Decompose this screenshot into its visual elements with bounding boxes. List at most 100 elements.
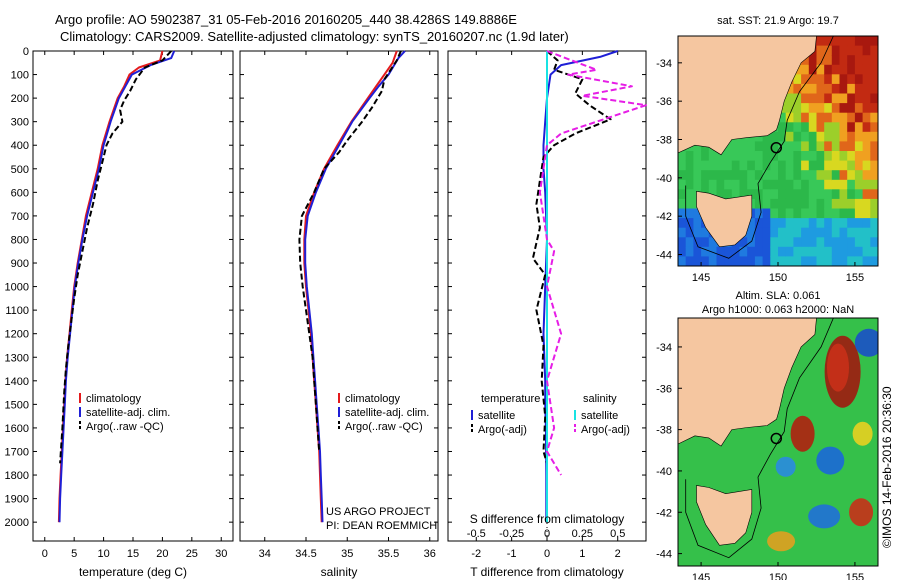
sst-cell bbox=[724, 141, 733, 152]
sla-low-eddy bbox=[854, 328, 878, 357]
sst-cell bbox=[693, 246, 702, 257]
sst-cell bbox=[754, 141, 764, 152]
sst-cell bbox=[785, 122, 794, 133]
sst-cell bbox=[754, 237, 764, 248]
sst-cell bbox=[747, 227, 756, 238]
sst-cell bbox=[824, 227, 833, 238]
sst-cell bbox=[747, 256, 756, 266]
legend-label: Argo(-adj) bbox=[478, 424, 527, 436]
sst-cell bbox=[808, 93, 817, 104]
series-argo-raw-qc- bbox=[59, 50, 172, 464]
sst-cell bbox=[862, 36, 871, 47]
sst-cell bbox=[716, 151, 725, 162]
sst-cell bbox=[847, 256, 856, 266]
sst-cell bbox=[678, 179, 687, 190]
sst-cell bbox=[854, 160, 864, 171]
sst-cell bbox=[785, 93, 794, 104]
s-tick-label: -0.25 bbox=[499, 528, 524, 540]
sst-cell bbox=[808, 55, 817, 66]
sst-cell bbox=[785, 151, 794, 162]
sst-cell bbox=[816, 160, 825, 171]
sst-cell bbox=[793, 237, 802, 248]
sst-cell bbox=[785, 160, 794, 171]
sst-cell bbox=[808, 160, 817, 171]
sst-cell bbox=[839, 45, 848, 56]
sst-cell bbox=[831, 208, 840, 219]
sst-cell bbox=[693, 179, 702, 190]
sst-cell bbox=[847, 208, 856, 219]
sst-cell bbox=[754, 208, 764, 219]
sst-cell bbox=[839, 227, 848, 238]
sst-cell bbox=[778, 160, 787, 171]
sst-cell bbox=[685, 170, 694, 181]
sst-cell bbox=[801, 170, 810, 181]
sst-cell bbox=[854, 131, 864, 142]
sst-cell bbox=[831, 141, 840, 152]
sst-cell bbox=[793, 179, 802, 190]
sst-cell bbox=[770, 237, 779, 248]
sst-cell bbox=[785, 208, 794, 219]
tasmania bbox=[696, 190, 753, 248]
y-tick-label: 0 bbox=[23, 46, 29, 58]
sst-cell bbox=[870, 227, 878, 238]
y-tick-label: 1200 bbox=[5, 329, 29, 341]
x-tick-label: 34 bbox=[259, 548, 271, 560]
legend-label: Argo(..raw -QC) bbox=[86, 421, 164, 433]
sst-cell bbox=[862, 198, 871, 209]
sst-cell bbox=[785, 103, 794, 114]
x-tick-label: 150 bbox=[769, 272, 787, 284]
sst-cell bbox=[824, 131, 833, 142]
y-tick-label: -38 bbox=[656, 425, 672, 437]
sst-cell bbox=[816, 45, 825, 56]
sst-cell bbox=[854, 189, 864, 200]
sst-cell bbox=[824, 93, 833, 104]
y-tick-label: -40 bbox=[656, 466, 672, 478]
sst-cell bbox=[778, 237, 787, 248]
sst-cell bbox=[724, 160, 733, 171]
sst-cell bbox=[816, 189, 825, 200]
sst-cell bbox=[770, 189, 779, 200]
sst-cell bbox=[762, 237, 771, 248]
sst-cell bbox=[801, 103, 810, 114]
sst-cell bbox=[854, 45, 864, 56]
y-tick-label: -34 bbox=[656, 342, 672, 354]
sst-cell bbox=[678, 198, 687, 209]
sst-cell bbox=[693, 141, 702, 152]
sst-cell bbox=[762, 218, 771, 229]
sst-cell bbox=[816, 103, 825, 114]
x-tick-label: 35 bbox=[341, 548, 353, 560]
sst-cell bbox=[801, 160, 810, 171]
sst-cell bbox=[847, 227, 856, 238]
sst-cell bbox=[808, 256, 817, 266]
sst-cell bbox=[839, 160, 848, 171]
s-axis-label: S difference from climatology bbox=[470, 512, 625, 526]
sst-cell bbox=[831, 237, 840, 248]
sst-cell bbox=[824, 55, 833, 66]
sst-cell bbox=[754, 227, 764, 238]
sst-cell bbox=[831, 246, 840, 257]
y-tick-label: -36 bbox=[656, 96, 672, 108]
sst-cell bbox=[847, 103, 856, 114]
sst-cell bbox=[793, 131, 802, 142]
sst-cell bbox=[801, 208, 810, 219]
sst-cell bbox=[770, 227, 779, 238]
y-tick-label: -38 bbox=[656, 135, 672, 147]
sst-cell bbox=[839, 179, 848, 190]
sst-cell bbox=[770, 256, 779, 266]
salinity-profile-panel: 34 34.5 35 35.5 36 salinity climatology satelli… bbox=[239, 50, 439, 579]
sst-cell bbox=[816, 198, 825, 209]
sst-cell bbox=[854, 179, 864, 190]
sst-cell bbox=[870, 45, 878, 56]
sst-cell bbox=[870, 103, 878, 114]
plot-title-line1: Argo profile: AO 5902387_31 05-Feb-2016 … bbox=[55, 12, 517, 27]
sst-cell bbox=[824, 151, 833, 162]
sst-cell bbox=[693, 208, 702, 219]
sst-cell bbox=[693, 256, 702, 266]
sst-cell bbox=[870, 55, 878, 66]
sst-cell bbox=[747, 141, 756, 152]
sst-cell bbox=[778, 227, 787, 238]
sst-cell bbox=[854, 237, 864, 248]
sst-cell bbox=[785, 170, 794, 181]
y-tick-label: 300 bbox=[11, 117, 29, 129]
y-tick-label: 1600 bbox=[5, 423, 29, 435]
